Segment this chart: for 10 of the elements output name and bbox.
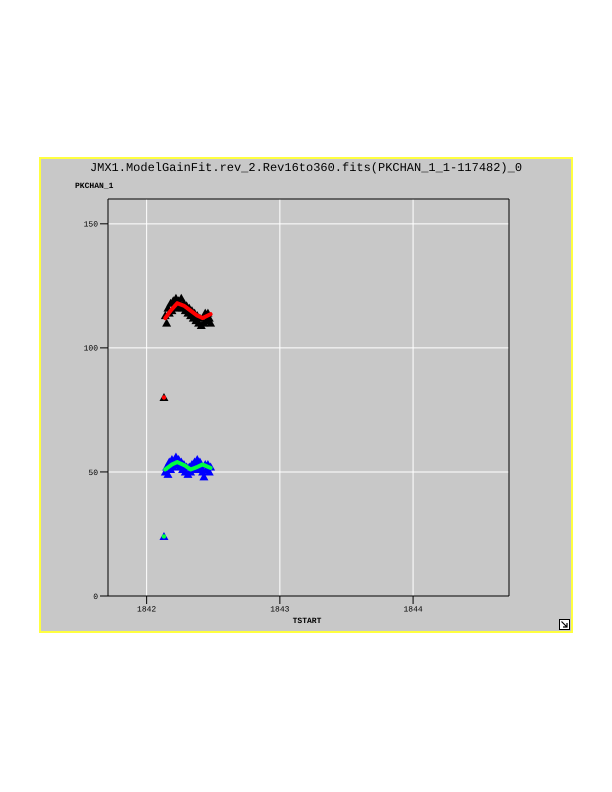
- x-tick-label: 1844: [403, 606, 423, 615]
- y-tick-label: 100: [84, 344, 98, 354]
- y-tick-label: 50: [88, 468, 98, 478]
- x-axis-title: TSTART: [292, 617, 322, 626]
- y-tick-label: 0: [93, 592, 98, 602]
- y-axis-title: PKCHAN_1: [75, 182, 114, 191]
- x-tick-label: 1843: [270, 606, 290, 615]
- y-tick-label: 150: [84, 220, 98, 230]
- x-tick-label: 1842: [137, 606, 156, 615]
- chart-title: JMX1.ModelGainFit.rev_2.Rev16to360.fits(PKCHAN_1_1-117482)_0: [88, 161, 524, 175]
